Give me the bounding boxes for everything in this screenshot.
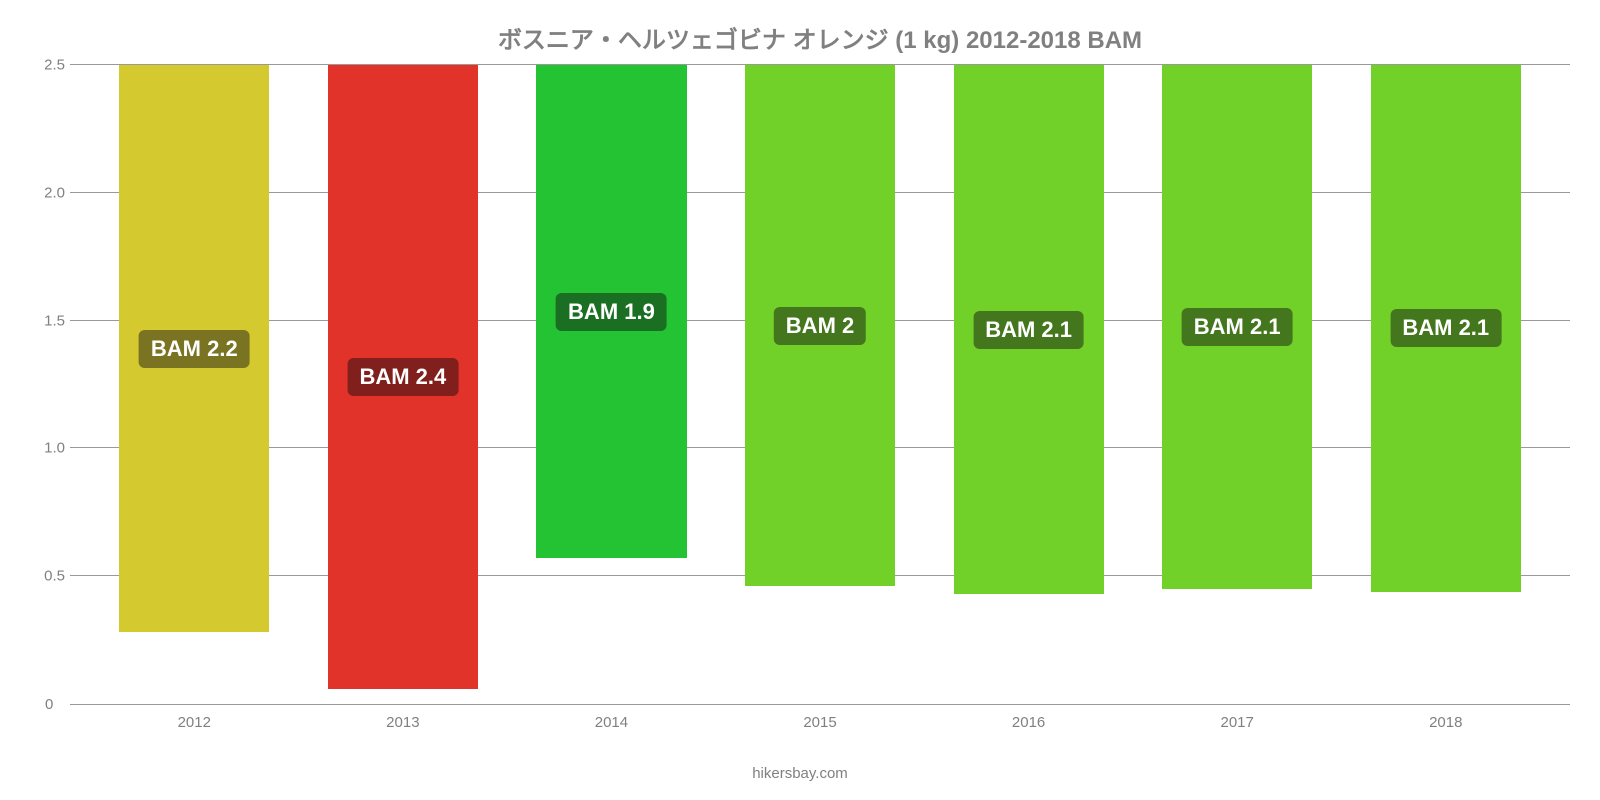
bar-value-label: BAM 2.1 [1182, 308, 1293, 346]
ytick-zero: 0 [45, 696, 53, 713]
xtick-label: 2016 [1012, 714, 1045, 731]
bars-group: BAM 2.22012BAM 2.42013BAM 1.92014BAM 220… [70, 65, 1570, 704]
ytick-label: 1.0 [30, 440, 65, 457]
bar-value-label: BAM 2.4 [347, 358, 458, 396]
ytick-label: 1.5 [30, 312, 65, 329]
bar: BAM 2.2 [119, 65, 269, 632]
xtick-label: 2014 [595, 714, 628, 731]
xtick-label: 2013 [386, 714, 419, 731]
chart-title: ボスニア・ヘルツェゴビナ オレンジ (1 kg) 2012-2018 BAM [70, 20, 1570, 55]
bar: BAM 2 [745, 65, 895, 586]
source-label: hikersbay.com [0, 765, 1600, 782]
bar: BAM 2.1 [1162, 65, 1312, 589]
xtick-label: 2012 [178, 714, 211, 731]
bar-value-label: BAM 2.1 [1390, 309, 1501, 347]
bar-slot: BAM 2.12017 [1133, 65, 1342, 704]
bar: BAM 1.9 [536, 65, 686, 558]
chart-container: ボスニア・ヘルツェゴビナ オレンジ (1 kg) 2012-2018 BAM 0… [0, 0, 1600, 800]
bar-slot: BAM 2.42013 [299, 65, 508, 704]
xtick-label: 2015 [803, 714, 836, 731]
bar-value-label: BAM 1.9 [556, 293, 667, 331]
bar-slot: BAM 2.12018 [1341, 65, 1550, 704]
bar-value-label: BAM 2.1 [973, 311, 1084, 349]
bar-slot: BAM 2.22012 [90, 65, 299, 704]
bar-value-label: BAM 2.2 [139, 330, 250, 368]
plot-area: 0 BAM 2.22012BAM 2.42013BAM 1.92014BAM 2… [70, 65, 1570, 705]
bar: BAM 2.1 [954, 65, 1104, 594]
bar: BAM 2.4 [328, 65, 478, 689]
bar: BAM 2.1 [1371, 65, 1521, 592]
ytick-label: 2.0 [30, 184, 65, 201]
bar-slot: BAM 22015 [716, 65, 925, 704]
xtick-label: 2017 [1220, 714, 1253, 731]
ytick-label: 0.5 [30, 568, 65, 585]
ytick-label: 2.5 [30, 57, 65, 74]
bar-slot: BAM 2.12016 [924, 65, 1133, 704]
xtick-label: 2018 [1429, 714, 1462, 731]
bar-value-label: BAM 2 [774, 307, 866, 345]
bar-slot: BAM 1.92014 [507, 65, 716, 704]
